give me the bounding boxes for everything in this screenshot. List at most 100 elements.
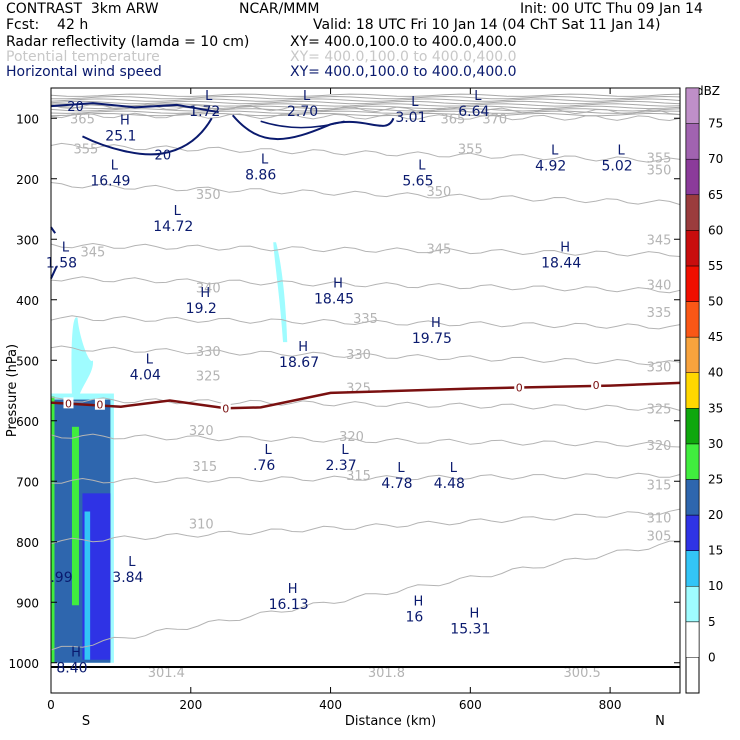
field-reflectivity-xy: XY= 400.0,100.0 to 400.0,400.0 xyxy=(290,34,517,50)
y-axis-title: Pressure (hPa) xyxy=(5,344,20,437)
wind-extremum-marker: H xyxy=(414,594,424,609)
theta-contour xyxy=(50,433,681,448)
field-wind-xy: XY= 400.0,100.0 to 400.0,400.0 xyxy=(290,64,517,80)
plot-area xyxy=(51,88,680,693)
y-tick-label: 200 xyxy=(16,173,39,187)
colorbar-label: 40 xyxy=(708,366,723,380)
y-tick-label: 300 xyxy=(16,233,39,247)
colorbar-swatch xyxy=(685,265,700,302)
freezing-label-bg xyxy=(94,398,105,410)
colorbar-swatch xyxy=(685,550,700,587)
south-end-label: S xyxy=(82,714,90,729)
field-theta-name: Potential temperature xyxy=(6,49,160,65)
theta-label: 301.4 xyxy=(148,666,185,681)
wind-speed-label: 4.92 xyxy=(535,159,566,175)
wind-speed-label: .99 xyxy=(50,570,72,586)
wind-speed-label: 16.49 xyxy=(90,174,130,190)
colorbar-swatch xyxy=(685,230,700,267)
theta-label: 320 xyxy=(339,430,364,445)
theta-label: 305 xyxy=(647,530,672,545)
x-tick-label: 200 xyxy=(179,698,202,712)
init-time: Init: 00 UTC Thu 09 Jan 14 xyxy=(520,1,703,17)
wind-extremum-marker: L xyxy=(418,159,426,174)
wind-speed-label: .76 xyxy=(253,458,275,474)
theta-label: 345 xyxy=(426,242,451,257)
colorbar-swatch xyxy=(685,87,700,124)
wind-extremum-marker: L xyxy=(261,153,269,168)
colorbar-swatch xyxy=(685,301,700,338)
wind-contour xyxy=(50,226,58,279)
colorbar-unit: dBZ xyxy=(696,84,720,98)
theta-label: 345 xyxy=(81,245,106,260)
wind-speed-label: 1.58 xyxy=(46,255,77,271)
freezing-level-label: 0 xyxy=(222,403,229,416)
colorbar-swatch xyxy=(685,585,700,623)
wind-extremum-marker: L xyxy=(474,89,482,104)
wind-extremum-marker: H xyxy=(431,316,441,331)
theta-label: 315 xyxy=(192,460,217,475)
wind-speed-label: 4.48 xyxy=(434,476,465,492)
freezing-label-bg xyxy=(591,378,602,390)
theta-contour xyxy=(50,540,680,651)
colorbar-swatch xyxy=(685,621,700,658)
institution: NCAR/MMM xyxy=(239,1,320,17)
wind-extremum-marker: L xyxy=(397,461,405,476)
wind-speed-label: 16.13 xyxy=(269,597,309,613)
y-tick-label: 700 xyxy=(16,475,39,489)
wind-speed-label: 3.84 xyxy=(112,570,143,586)
theta-label: 355 xyxy=(647,152,672,167)
wind-speed-label: 1.72 xyxy=(189,104,220,120)
wind-speed-label: 25.1 xyxy=(105,128,136,144)
freezing-level-label: 0 xyxy=(593,379,600,392)
wind-contour xyxy=(50,102,219,114)
colorbar-swatch xyxy=(685,408,700,445)
wind-speed-label: 4.78 xyxy=(381,476,412,492)
wind-extremum-marker: L xyxy=(617,144,625,159)
wind-speed-label: 2.37 xyxy=(325,458,356,474)
theta-contour xyxy=(50,315,681,330)
theta-contour xyxy=(50,93,681,97)
theta-contour xyxy=(50,182,681,206)
wind-extremum-marker: L xyxy=(62,240,70,255)
theta-contour xyxy=(50,98,681,102)
x-tick-label: 0 xyxy=(47,698,55,712)
colorbar-swatch xyxy=(685,158,700,196)
colorbar-swatch xyxy=(685,194,700,231)
wind-extremum-marker: L xyxy=(205,89,213,104)
theta-label: 325 xyxy=(196,369,221,384)
theta-label: 330 xyxy=(346,348,371,363)
reflectivity-region xyxy=(84,511,91,660)
theta-contour xyxy=(50,345,681,366)
theta-label: 325 xyxy=(647,403,672,418)
wind-extremum-marker: L xyxy=(128,555,136,570)
freezing-label-bg xyxy=(220,402,231,414)
wind-extremum-marker: H xyxy=(71,646,81,661)
theta-label: 330 xyxy=(196,345,221,360)
wind-extremum-marker: L xyxy=(411,95,419,110)
theta-label: 320 xyxy=(647,439,672,454)
wind-extremum-marker: L xyxy=(146,352,154,367)
colorbar-swatch xyxy=(685,372,700,409)
colorbar-swatch xyxy=(685,123,700,160)
x-axis-title: Distance (km) xyxy=(345,714,436,729)
theta-label: 350 xyxy=(647,164,672,179)
freezing-label-bg xyxy=(514,381,525,393)
theta-label: 370 xyxy=(482,112,507,127)
theta-label: 310 xyxy=(647,512,672,527)
wind-extremum-marker: H xyxy=(120,113,130,128)
wind-extremum-marker: L xyxy=(341,443,349,458)
field-theta-xy: XY= 400.0,100.0 to 400.0,400.0 xyxy=(290,49,517,65)
y-tick-label: 100 xyxy=(16,112,39,126)
forecast-hour: Fcst: 42 h xyxy=(6,17,89,33)
y-tick-label: 600 xyxy=(16,415,39,429)
wind-speed-label: 18.67 xyxy=(279,355,319,371)
theta-contour xyxy=(50,242,681,257)
theta-label: 350 xyxy=(426,185,451,200)
freezing-level-label: 0 xyxy=(96,399,103,412)
theta-label: 365 xyxy=(440,112,465,127)
theta-label: 300.5 xyxy=(564,666,601,681)
wind-extremum-marker: H xyxy=(469,606,479,621)
theta-label: 330 xyxy=(647,360,672,375)
wind-extremum-marker: L xyxy=(111,159,119,174)
